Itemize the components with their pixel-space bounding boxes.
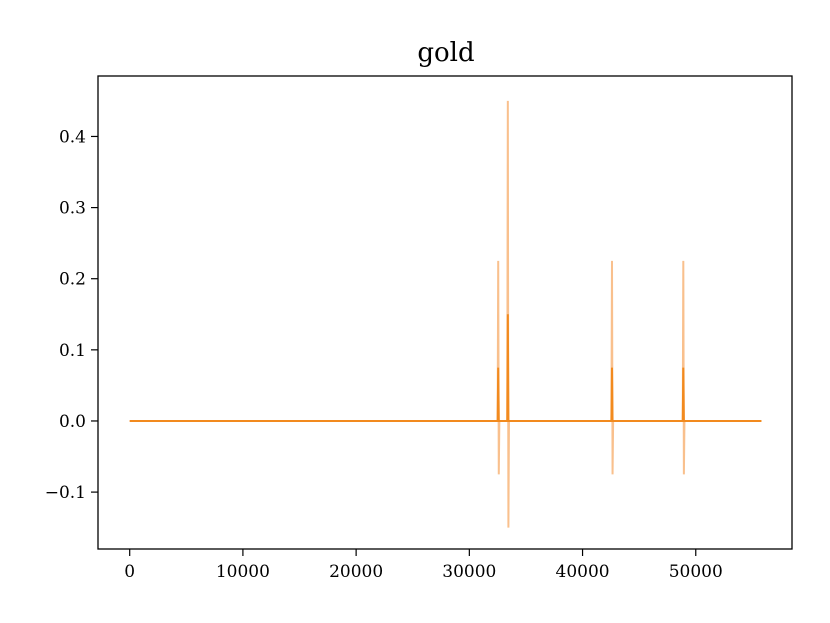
x-axis: 0 10000 20000 30000 40000 50000 <box>124 549 723 582</box>
x-tick-label: 40000 <box>556 562 610 582</box>
y-tick-label: 0.1 <box>59 341 86 361</box>
series-line-2 <box>129 314 762 422</box>
y-tick-label: 0.0 <box>59 412 86 432</box>
y-tick-label: −0.1 <box>45 483 86 503</box>
x-tick-label: 20000 <box>329 562 383 582</box>
x-tick-label: 30000 <box>442 562 496 582</box>
x-tick-label: 50000 <box>669 562 723 582</box>
plot-frame <box>97 75 793 550</box>
y-tick-label: 0.4 <box>59 127 86 147</box>
y-tick-label: 0.2 <box>59 270 86 290</box>
y-tick-label: 0.3 <box>59 199 86 219</box>
x-tick-label: 0 <box>124 562 135 582</box>
chart-title: gold <box>417 38 474 68</box>
series-line-1 <box>129 100 762 528</box>
series-layer <box>129 100 762 528</box>
y-axis: −0.1 0.0 0.1 0.2 0.3 0.4 <box>45 127 98 503</box>
x-tick-label: 10000 <box>216 562 270 582</box>
